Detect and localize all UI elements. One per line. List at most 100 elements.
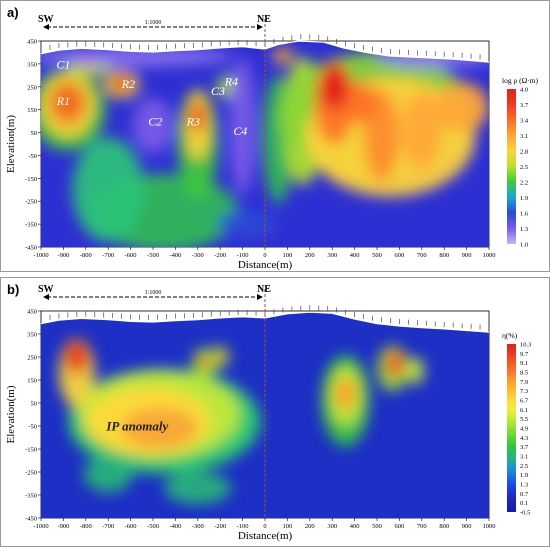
x-tick-label: 400 [350, 523, 360, 530]
x-tick-label: -600 [125, 252, 137, 259]
x-tick-label: -400 [169, 252, 181, 259]
field-blob-29 [218, 210, 277, 238]
colorbar-tick-label: 3.4 [520, 118, 529, 125]
y-tick-label: -350 [25, 493, 37, 500]
chargeability-section-chart: SW NE 1:1000 450 350 250 150 50 -50 -150 -250 -350 -… [5, 284, 531, 542]
y-tick-label: -450 [25, 245, 37, 252]
colorbar-tick-label: 1.6 [520, 211, 529, 218]
y-tick-label: 450 [27, 309, 37, 316]
y-tick-label: -50 [28, 153, 37, 160]
colorbar-tick-label: 1.3 [520, 482, 528, 489]
x-tick-label: 500 [372, 523, 382, 530]
region-label-c3: C3 [211, 84, 225, 98]
field-blob-13 [41, 47, 234, 67]
field-blob-15 [229, 57, 256, 195]
x-tick-label: 100 [283, 523, 293, 530]
colorbar-tick-label: 4.9 [520, 426, 528, 433]
colorbar-tick-label: 1.3 [520, 226, 528, 233]
region-label-r3: R3 [186, 115, 200, 129]
x-tick-label: 600 [395, 252, 405, 259]
colorbar-tick-label: 2.8 [520, 149, 528, 156]
y-tick-label: -350 [25, 222, 37, 229]
y-tick-label: 250 [27, 355, 37, 362]
y-tick-label: -50 [28, 424, 37, 431]
colorbar-tick-label: 4.3 [520, 435, 528, 442]
arrow-head-left [43, 24, 49, 30]
scale-label: 1:1000 [145, 20, 162, 26]
x-tick-label: 800 [439, 523, 449, 530]
x-tick-label: 0 [263, 252, 266, 259]
region-label-c1: C1 [56, 57, 70, 71]
field-blob-14 [132, 98, 174, 154]
field-blob-1 [72, 137, 144, 243]
region-label-r4: R4 [224, 75, 238, 89]
colorbar-tick-label: 2.5 [520, 164, 528, 171]
colorbar-tick-label: 1.9 [520, 472, 528, 479]
field-blobs [58, 338, 425, 505]
y-axis-title: Elevation(m) [5, 115, 17, 173]
y-tick-label: -250 [25, 470, 37, 477]
colorbar-tick-label: 9.1 [520, 360, 528, 367]
field-blob-6 [111, 75, 132, 92]
x-tick-label: 900 [462, 523, 472, 530]
field-blob-7 [198, 354, 211, 371]
x-tick-label: 400 [350, 252, 360, 259]
colorbar-tick-label: 1.9 [520, 195, 528, 202]
x-tick-label: -700 [102, 252, 114, 259]
field-blob-24 [435, 82, 489, 133]
x-tick-label: 900 [462, 252, 472, 259]
field-blob-21 [319, 63, 349, 110]
panel-a: SW NE 1:1000 450 350 250 150 50 -50 -150 -250 -350 -… [0, 0, 550, 272]
colorbar-tick-label: 1.0 [520, 242, 528, 249]
y-tick-label: 50 [31, 401, 38, 408]
x-tick-label: -900 [57, 523, 69, 530]
region-label-r2: R2 [121, 77, 135, 91]
arrow-head-right [257, 294, 263, 300]
x-tick-label: 600 [395, 523, 405, 530]
ip-anomaly-label: IP anomaly [105, 419, 168, 434]
x-tick-label: -500 [147, 523, 159, 530]
colorbar-tick-label: 3.1 [520, 454, 528, 461]
x-tick-label: 800 [439, 252, 449, 259]
x-tick-label: -200 [214, 523, 226, 530]
field-blob-12 [335, 377, 356, 410]
field-blob-5 [64, 339, 90, 375]
field-blob-28 [277, 50, 289, 60]
section-field [41, 41, 489, 247]
y-tick-label: 350 [27, 61, 37, 68]
arrow-head-left [43, 294, 49, 300]
colorbar-tick-label: 0.7 [520, 491, 529, 498]
colorbar-tick-label: 8.5 [520, 370, 528, 377]
colorbar-title: log ρ (Ω·m) [502, 76, 538, 85]
x-tick-label: -600 [125, 523, 137, 530]
scale-label: 1:1000 [145, 290, 162, 296]
x-tick-label: -900 [57, 252, 69, 259]
x-tick-label: -1000 [33, 523, 48, 530]
colorbar-title: η(%) [502, 331, 518, 340]
field-blob-17 [164, 472, 232, 505]
x-tick-label: -100 [237, 523, 249, 530]
field-blob-3 [121, 407, 198, 449]
y-tick-label: 450 [27, 39, 37, 46]
colorbar-tick-label: 3.7 [520, 444, 529, 451]
region-label-r1: R1 [56, 94, 70, 108]
x-tick-label: 100 [283, 252, 293, 259]
x-tick-label: 200 [305, 523, 315, 530]
field-blob-14 [384, 350, 405, 378]
colorbar-tick-label: 2.5 [520, 463, 528, 470]
x-tick-label: 300 [327, 523, 337, 530]
resistivity-section-chart: SW NE 1:1000 450 350 250 150 50 -50 -150 -250 -350 -… [5, 14, 538, 271]
x-tick-label: -800 [80, 523, 92, 530]
colorbar-tick-label: 10.3 [520, 342, 531, 349]
panel-b: SW NE 1:1000 450 350 250 150 50 -50 -150 -250 -350 -… [0, 277, 550, 547]
panel-a-label: a) [7, 5, 19, 20]
field-blobs [41, 46, 489, 247]
colorbar-tick-label: 9.7 [520, 351, 529, 358]
y-axis-title: Elevation(m) [5, 385, 17, 443]
y-tick-label: -450 [25, 516, 37, 523]
field-blob-11 [190, 100, 206, 133]
region-label-c4: C4 [233, 124, 247, 138]
x-tick-label: -1000 [33, 252, 48, 259]
colorbar-tick-label: 5.5 [520, 416, 528, 423]
colorbar-tick-label: -0.5 [520, 510, 530, 517]
